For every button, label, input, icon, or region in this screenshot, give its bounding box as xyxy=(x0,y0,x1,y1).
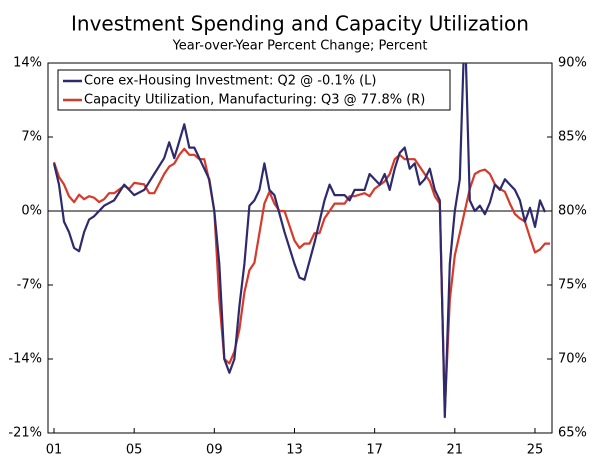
y-tick-label: 14% xyxy=(13,56,42,71)
y-tick-label: -21% xyxy=(8,426,42,441)
y2-tick-label: 70% xyxy=(558,352,587,367)
y2-tick-label: 75% xyxy=(558,278,587,293)
y2-tick-label: 65% xyxy=(558,426,587,441)
legend-label: Core ex-Housing Investment: Q2 @ -0.1% (… xyxy=(84,74,377,89)
y-tick-label: 7% xyxy=(21,130,42,145)
x-tick-label: 13 xyxy=(286,443,303,458)
x-tick-label: 17 xyxy=(366,443,383,458)
x-tick-label: 05 xyxy=(126,443,143,458)
legend-label: Capacity Utilization, Manufacturing: Q3 … xyxy=(84,93,425,108)
x-tick-label: 25 xyxy=(527,443,544,458)
y2-tick-label: 80% xyxy=(558,204,587,219)
y-tick-label: 0% xyxy=(21,204,42,219)
y-tick-label: -14% xyxy=(8,352,42,367)
x-tick-label: 21 xyxy=(447,443,464,458)
plot-frame xyxy=(47,62,553,434)
series-line xyxy=(52,147,550,412)
chart-subtitle: Year-over-Year Percent Change; Percent xyxy=(172,39,428,54)
y-tick-label: -7% xyxy=(17,278,42,293)
y2-tick-label: 85% xyxy=(558,130,587,145)
x-tick-label: 09 xyxy=(206,443,223,458)
series-line xyxy=(52,63,547,419)
x-tick-label: 01 xyxy=(46,443,63,458)
y2-tick-label: 90% xyxy=(558,56,587,71)
chart-title: Investment Spending and Capacity Utiliza… xyxy=(71,12,529,36)
legend-box xyxy=(57,69,451,111)
